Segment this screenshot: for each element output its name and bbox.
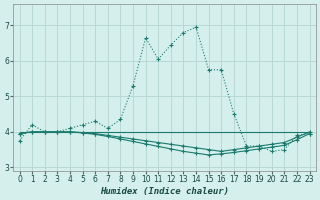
X-axis label: Humidex (Indice chaleur): Humidex (Indice chaleur) bbox=[100, 187, 229, 196]
